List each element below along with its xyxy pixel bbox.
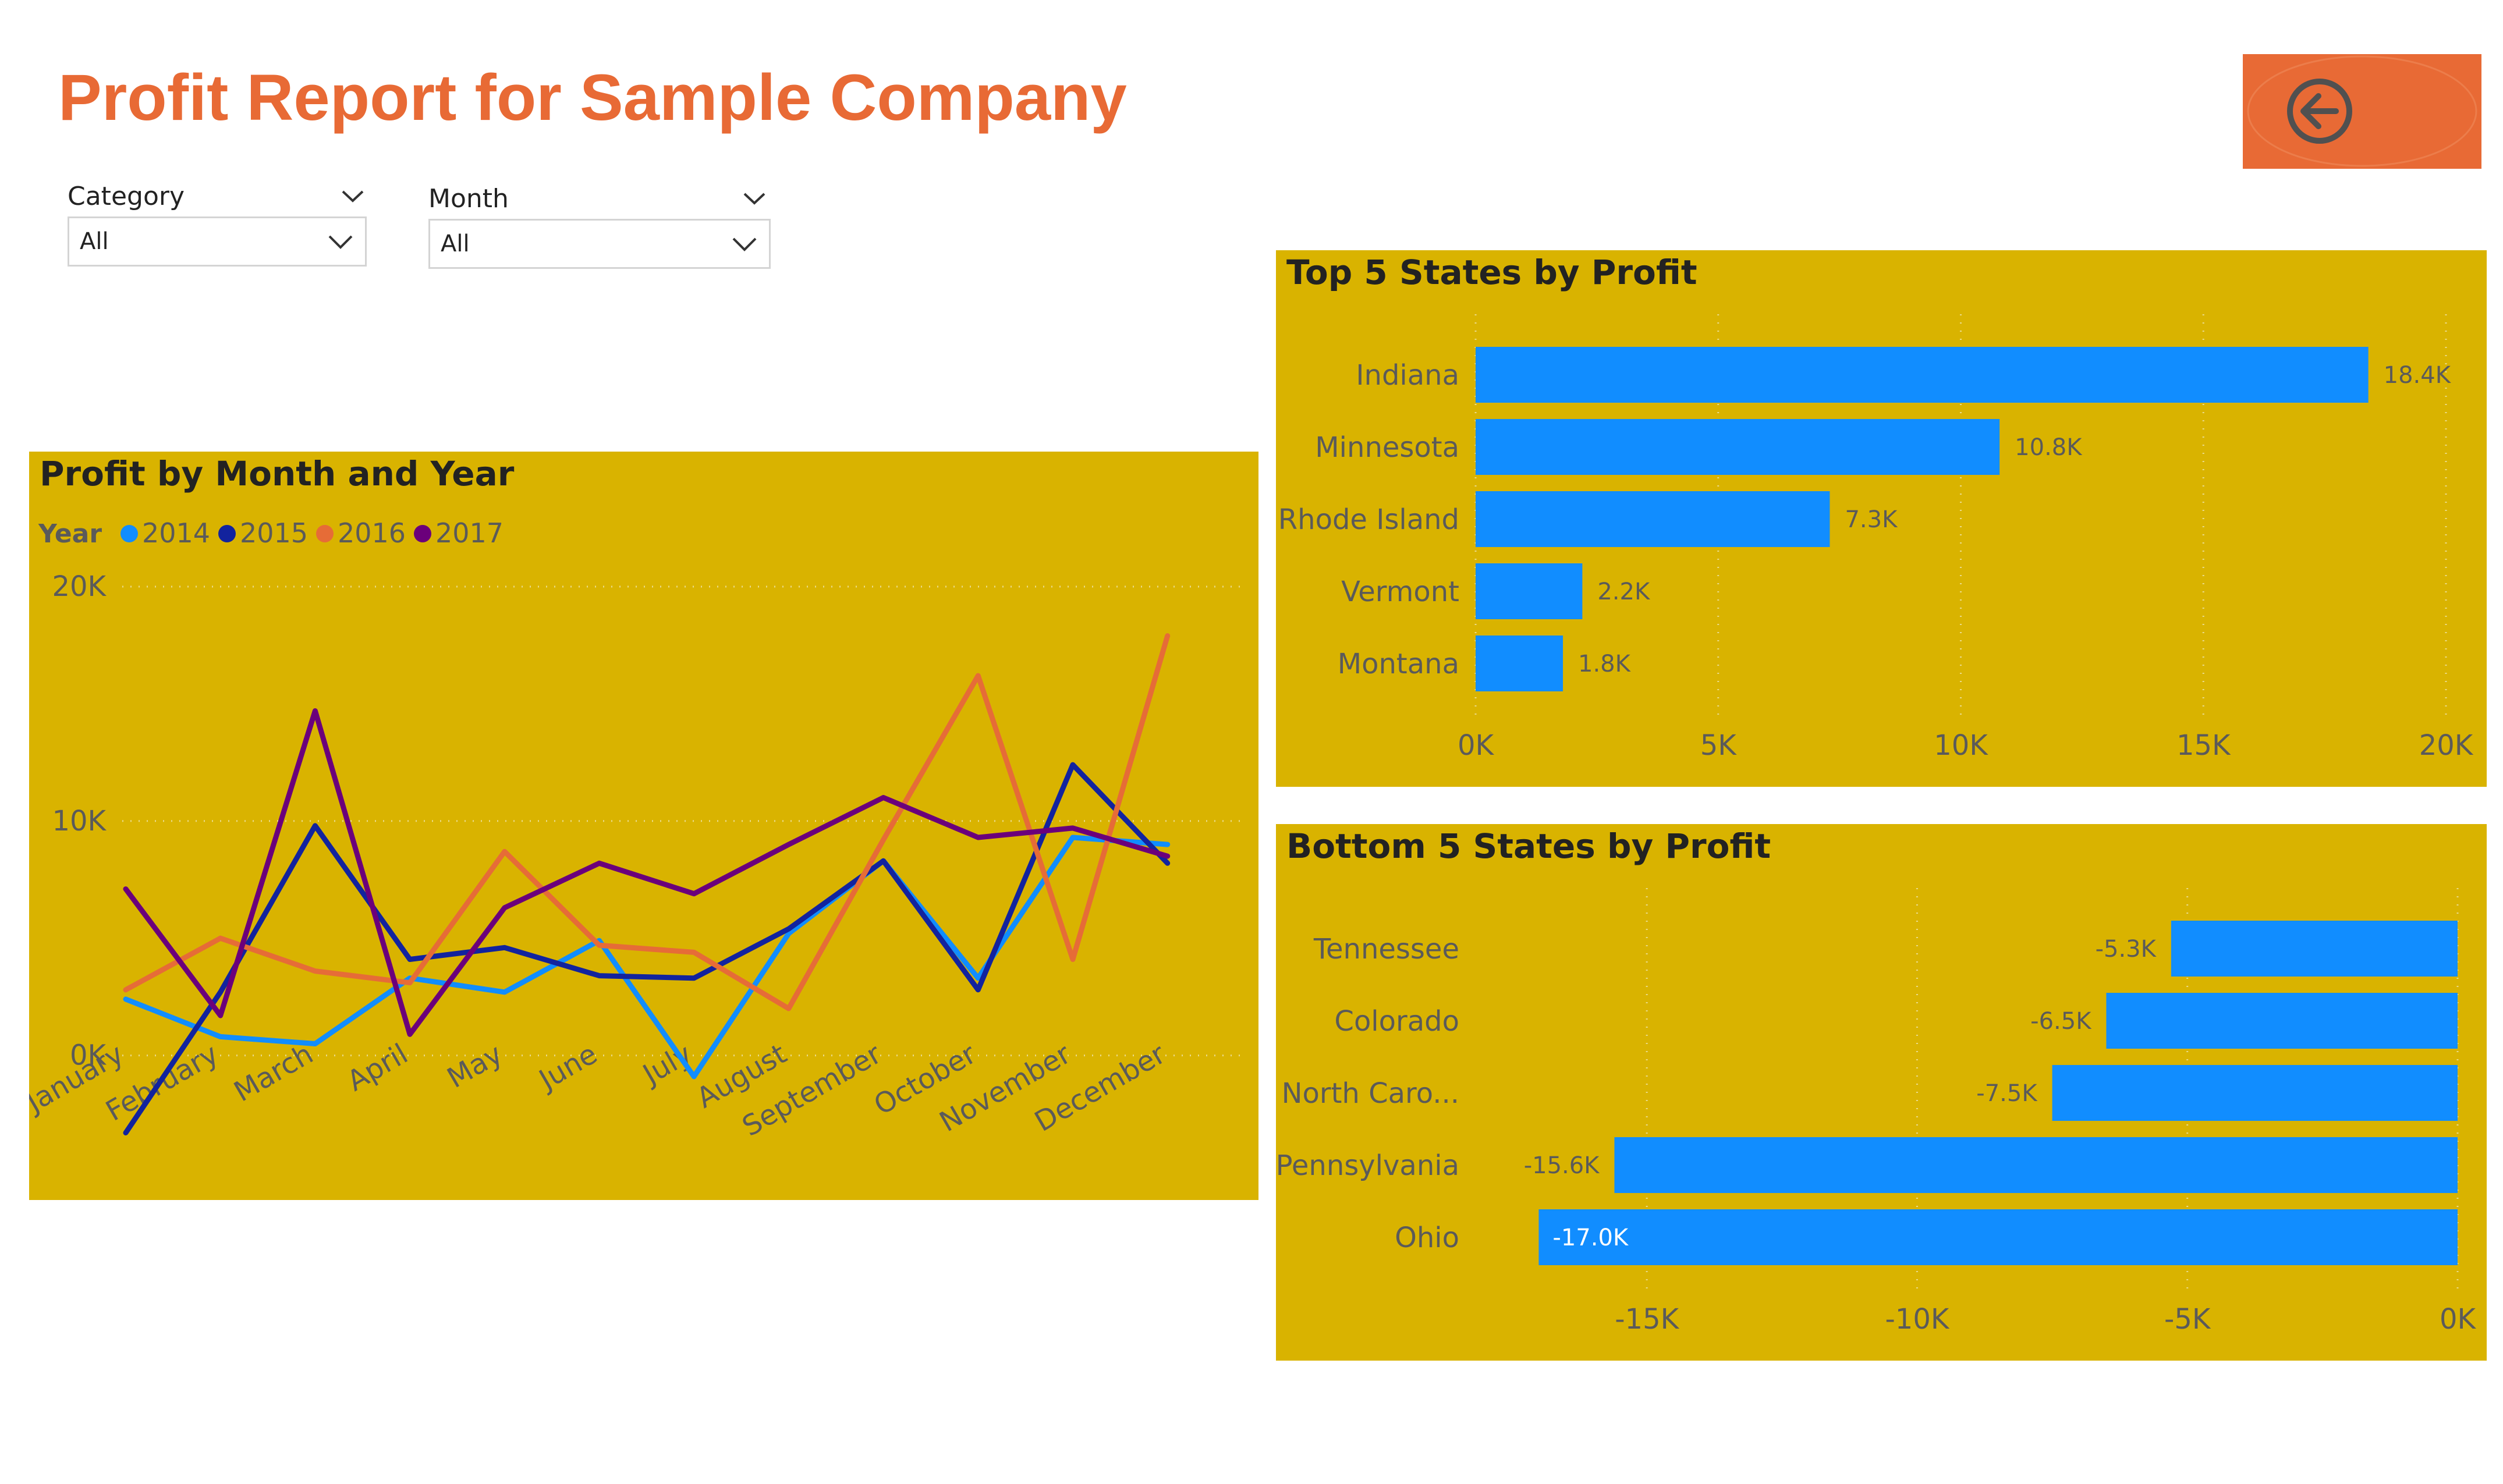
- bottom-states-chart: Bottom 5 States by Profit -15K -10K -5K 0K Te…: [1276, 824, 2487, 1361]
- data-label: 7.3K: [1845, 506, 1898, 533]
- month-dropdown[interactable]: All: [428, 219, 771, 269]
- chevron-down-icon: [743, 193, 765, 205]
- x-tick-label: -5K: [2164, 1303, 2211, 1336]
- series-line-2017: [123, 708, 1171, 1037]
- data-label: 10.8K: [2015, 434, 2083, 461]
- month-slicer-label: Month: [428, 183, 509, 214]
- month-slicer-header[interactable]: Month: [428, 178, 766, 219]
- bar-Tennessee: [2171, 921, 2458, 977]
- data-label: -17.0K: [1552, 1224, 1629, 1251]
- legend-label: 2014: [142, 517, 210, 549]
- category-slicer-header[interactable]: Category: [68, 176, 364, 216]
- category-label: Tennessee: [1313, 933, 1459, 965]
- panel-background: [29, 452, 1258, 1200]
- category-label: Vermont: [1341, 576, 1459, 608]
- data-label: 2.2K: [1597, 578, 1651, 605]
- chart-title: Top 5 States by Profit: [1286, 253, 1697, 292]
- bar-Ohio: [1538, 1209, 2458, 1265]
- category-label: Rhode Island: [1278, 503, 1459, 536]
- category-label: Pennsylvania: [1276, 1149, 1459, 1182]
- x-tick-label: 0K: [2440, 1303, 2477, 1336]
- month-dropdown-value: All: [441, 230, 470, 257]
- x-tick-label: 5K: [1700, 729, 1738, 762]
- bar-Minnesota: [1476, 419, 2000, 475]
- y-tick-label: 0K: [70, 1039, 107, 1072]
- legend-marker: [316, 525, 334, 542]
- series-line-2016: [123, 633, 1171, 1011]
- chevron-down-icon: [342, 190, 364, 203]
- category-label: Indiana: [1356, 359, 1459, 392]
- legend-item-2016: 2016: [316, 517, 406, 549]
- back-button[interactable]: [2243, 54, 2481, 169]
- chevron-down-icon: [328, 235, 353, 249]
- chart-title: Bottom 5 States by Profit: [1286, 826, 1771, 866]
- bar-Rhode Island: [1476, 491, 1830, 547]
- chart-title: Profit by Month and Year: [40, 454, 515, 494]
- category-label: North Caro...: [1282, 1077, 1459, 1110]
- series-line-2015: [123, 762, 1171, 1135]
- legend-title: Year: [38, 519, 102, 549]
- category-label: Colorado: [1334, 1005, 1459, 1038]
- bar-Colorado: [2106, 993, 2458, 1049]
- back-button-shape: [2243, 54, 2481, 169]
- legend-item-2017: 2017: [414, 517, 504, 549]
- legend-label: 2015: [240, 517, 308, 549]
- category-label: Ohio: [1395, 1222, 1459, 1254]
- bar-Pennsylvania: [1614, 1137, 2458, 1193]
- x-tick-label: -10K: [1885, 1303, 1949, 1336]
- data-label: 18.4K: [2384, 362, 2452, 389]
- top-states-panel: Top 5 States by Profit 0K 5K 10K 15K 20K India…: [1276, 250, 2487, 787]
- arrow-left-circle-icon: [2287, 79, 2352, 144]
- legend-label: 2017: [435, 517, 504, 549]
- bar-North Caro...: [2052, 1065, 2458, 1121]
- bottom-states-panel: Bottom 5 States by Profit -15K -10K -5K 0K Te…: [1276, 824, 2487, 1361]
- category-slicer-label: Category: [68, 181, 185, 211]
- data-label: -6.5K: [2030, 1008, 2092, 1035]
- legend-marker: [414, 525, 431, 542]
- legend-label: 2016: [338, 517, 406, 549]
- top-states-chart: Top 5 States by Profit 0K 5K 10K 15K 20K India…: [1276, 250, 2487, 787]
- line-chart-panel: Profit by Month and Year Year 2014 2015 2016…: [29, 452, 1258, 1200]
- y-tick-label: 10K: [52, 805, 107, 837]
- category-dropdown-value: All: [80, 228, 109, 255]
- x-tick-label: 0K: [1458, 729, 1495, 762]
- bar-Vermont: [1476, 563, 1583, 619]
- y-tick-label: 20K: [52, 570, 107, 603]
- legend-item-2014: 2014: [120, 517, 210, 549]
- x-tick-label: -15K: [1615, 1303, 1679, 1336]
- report-title: Profit Report for Sample Company: [58, 61, 1127, 134]
- x-tick-label: 15K: [2176, 729, 2231, 762]
- bar-Montana: [1476, 636, 1564, 691]
- category-dropdown[interactable]: All: [68, 216, 367, 267]
- category-label: Montana: [1338, 648, 1459, 680]
- category-label: Minnesota: [1315, 431, 1459, 464]
- x-tick-label: 20K: [2419, 729, 2474, 762]
- x-tick-label: 10K: [1934, 729, 1988, 762]
- legend-item-2015: 2015: [218, 517, 308, 549]
- legend-marker: [120, 525, 138, 542]
- legend: Year 2014 2015 2016 2017: [38, 517, 504, 549]
- data-label: 1.8K: [1578, 651, 1632, 677]
- legend-marker: [218, 525, 236, 542]
- data-label: -5.3K: [2096, 936, 2157, 963]
- chevron-down-icon: [732, 237, 757, 251]
- bar-Indiana: [1476, 347, 2369, 403]
- data-label: -15.6K: [1524, 1152, 1600, 1179]
- line-chart: Profit by Month and Year Year 2014 2015 2016…: [29, 452, 1258, 1200]
- data-label: -7.5K: [1976, 1080, 2038, 1107]
